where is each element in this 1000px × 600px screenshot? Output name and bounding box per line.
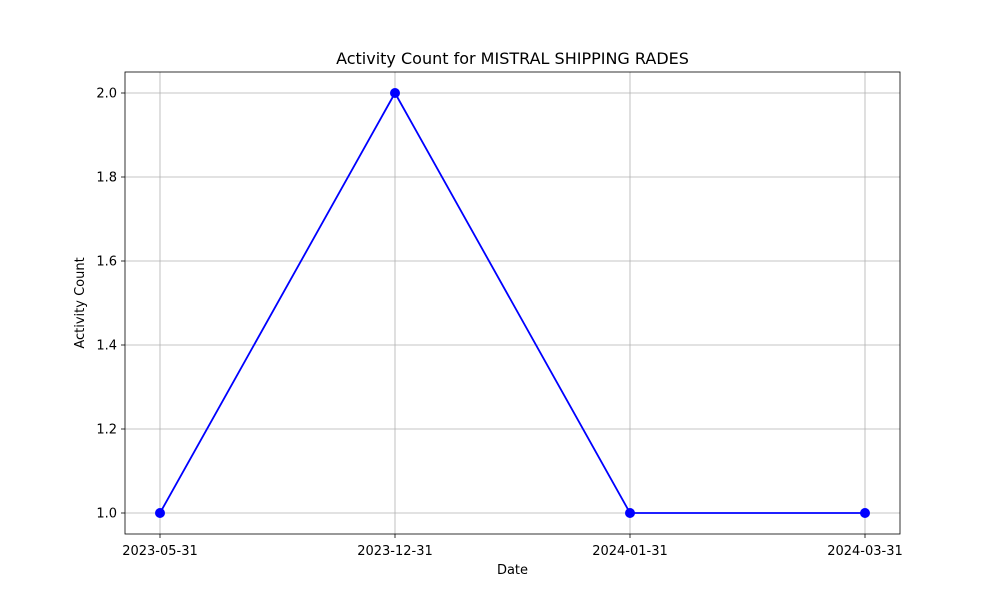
y-tick-label: 1.4 <box>96 339 117 354</box>
y-tick-label: 1.0 <box>96 507 117 522</box>
y-tick-label: 1.8 <box>96 171 117 186</box>
x-tick-label: 2023-05-31 <box>122 544 198 559</box>
x-tick-label: 2024-01-31 <box>592 544 668 559</box>
data-point-marker <box>625 508 635 518</box>
x-axis-label: Date <box>497 563 528 578</box>
axis-ticks: 2023-05-31 2023-12-31 2024-01-31 2024-03-31… <box>96 87 902 560</box>
data-point-marker <box>860 508 870 518</box>
data-point-marker <box>155 508 165 518</box>
x-tick-label: 2024-03-31 <box>827 544 903 559</box>
series-layer <box>155 88 870 518</box>
series-line <box>159 92 865 514</box>
x-tick-label: 2023-12-31 <box>357 544 433 559</box>
chart-title: Activity Count for MISTRAL SHIPPING RADE… <box>336 49 689 68</box>
y-tick-label: 1.2 <box>96 423 117 438</box>
y-tick-label: 1.6 <box>96 255 117 270</box>
y-axis-label: Activity Count <box>73 257 88 348</box>
plot-frame <box>124 71 901 535</box>
data-point-marker <box>390 88 400 98</box>
y-tick-label: 2.0 <box>96 87 117 102</box>
